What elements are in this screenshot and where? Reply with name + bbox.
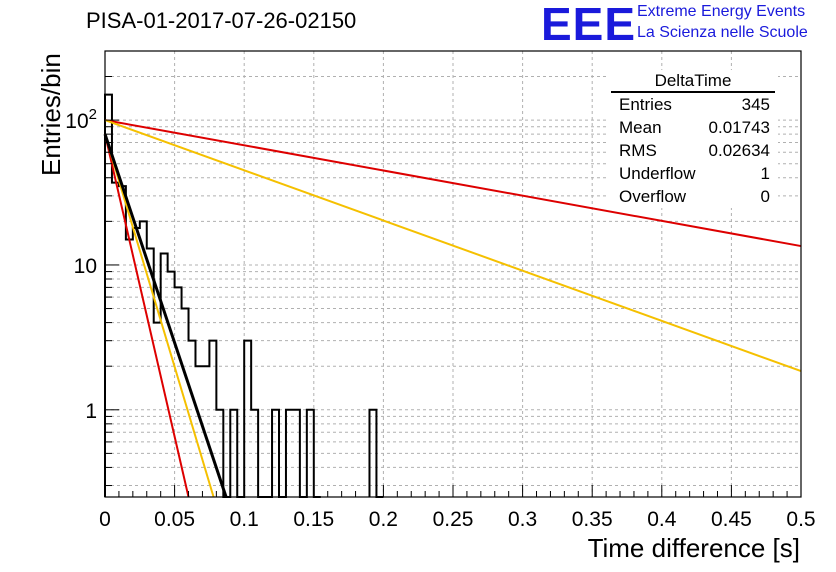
histogram-bin: [112, 183, 119, 497]
eee-logo: EEE: [541, 0, 637, 50]
histogram-bin: [307, 410, 314, 497]
histogram-bin: [244, 341, 251, 497]
stats-label: Entries: [619, 95, 672, 114]
histogram-bin: [195, 366, 202, 497]
x-tick-label: 0.5: [786, 508, 815, 531]
stats-label: Underflow: [619, 164, 696, 183]
x-tick-label: 0.2: [369, 508, 398, 531]
fit-curve: [104, 133, 190, 498]
x-tick-label: 0.35: [572, 508, 613, 531]
histogram-bin: [161, 253, 168, 497]
stats-box: DeltaTime Entries 345 Mean 0.01743 RMS 0…: [608, 70, 778, 208]
histogram-bin: [251, 410, 258, 497]
x-tick-label: 0.05: [154, 508, 195, 531]
x-tick-label: 0.45: [711, 508, 752, 531]
stats-row-entries: Entries 345: [608, 93, 778, 116]
stats-label: Overflow: [619, 187, 687, 206]
stats-value: 345: [741, 95, 770, 114]
y-tick-label: 102: [65, 106, 97, 133]
x-axis-label: Time difference [s]: [587, 533, 800, 563]
x-tick-label: 0.25: [433, 508, 474, 531]
stats-row-mean: Mean 0.01743: [608, 116, 778, 139]
x-tick-label: 0.3: [508, 508, 537, 531]
x-tick-label: 0.1: [230, 508, 259, 531]
stats-row-overflow: Overflow 0: [608, 185, 778, 208]
plot-title: PISA-01-2017-07-26-02150: [86, 8, 357, 33]
x-tick-label: 0: [99, 508, 111, 531]
fit-curve: [103, 133, 228, 498]
histogram-bin: [209, 341, 216, 497]
stats-value: 1: [760, 164, 770, 183]
stats-value: 0: [760, 187, 770, 206]
x-tick-label: 0.15: [293, 508, 334, 531]
fit-curve: [104, 119, 802, 373]
stats-row-rms: RMS 0.02634: [608, 139, 778, 162]
x-tick-label: 0.4: [647, 508, 677, 531]
histogram-bin: [272, 410, 279, 497]
eee-logo-line2: La Scienza nelle Scuole: [637, 24, 808, 41]
histogram-bin: [126, 239, 133, 497]
stats-value: 0.01743: [708, 118, 770, 137]
stats-label: Mean: [619, 118, 662, 137]
y-tick-label: 1: [85, 400, 97, 423]
y-tick-label: 10: [74, 255, 97, 278]
histogram-bin: [230, 410, 237, 497]
stats-label: RMS: [619, 141, 657, 160]
stats-value: 0.02634: [708, 141, 770, 160]
stats-row-underflow: Underflow 1: [608, 162, 778, 185]
histogram-bin: [119, 186, 126, 497]
stats-title: DeltaTime: [611, 70, 775, 93]
eee-logo-line1: Extreme Energy Events: [637, 3, 806, 20]
histogram-bin: [168, 272, 175, 497]
fit-curve: [104, 133, 215, 498]
histogram-bin: [293, 410, 300, 497]
fit-curve: [104, 119, 802, 248]
y-axis-label-text: Entries/bin: [36, 53, 66, 176]
histogram-bin: [286, 410, 293, 497]
histogram-bin: [369, 410, 376, 497]
